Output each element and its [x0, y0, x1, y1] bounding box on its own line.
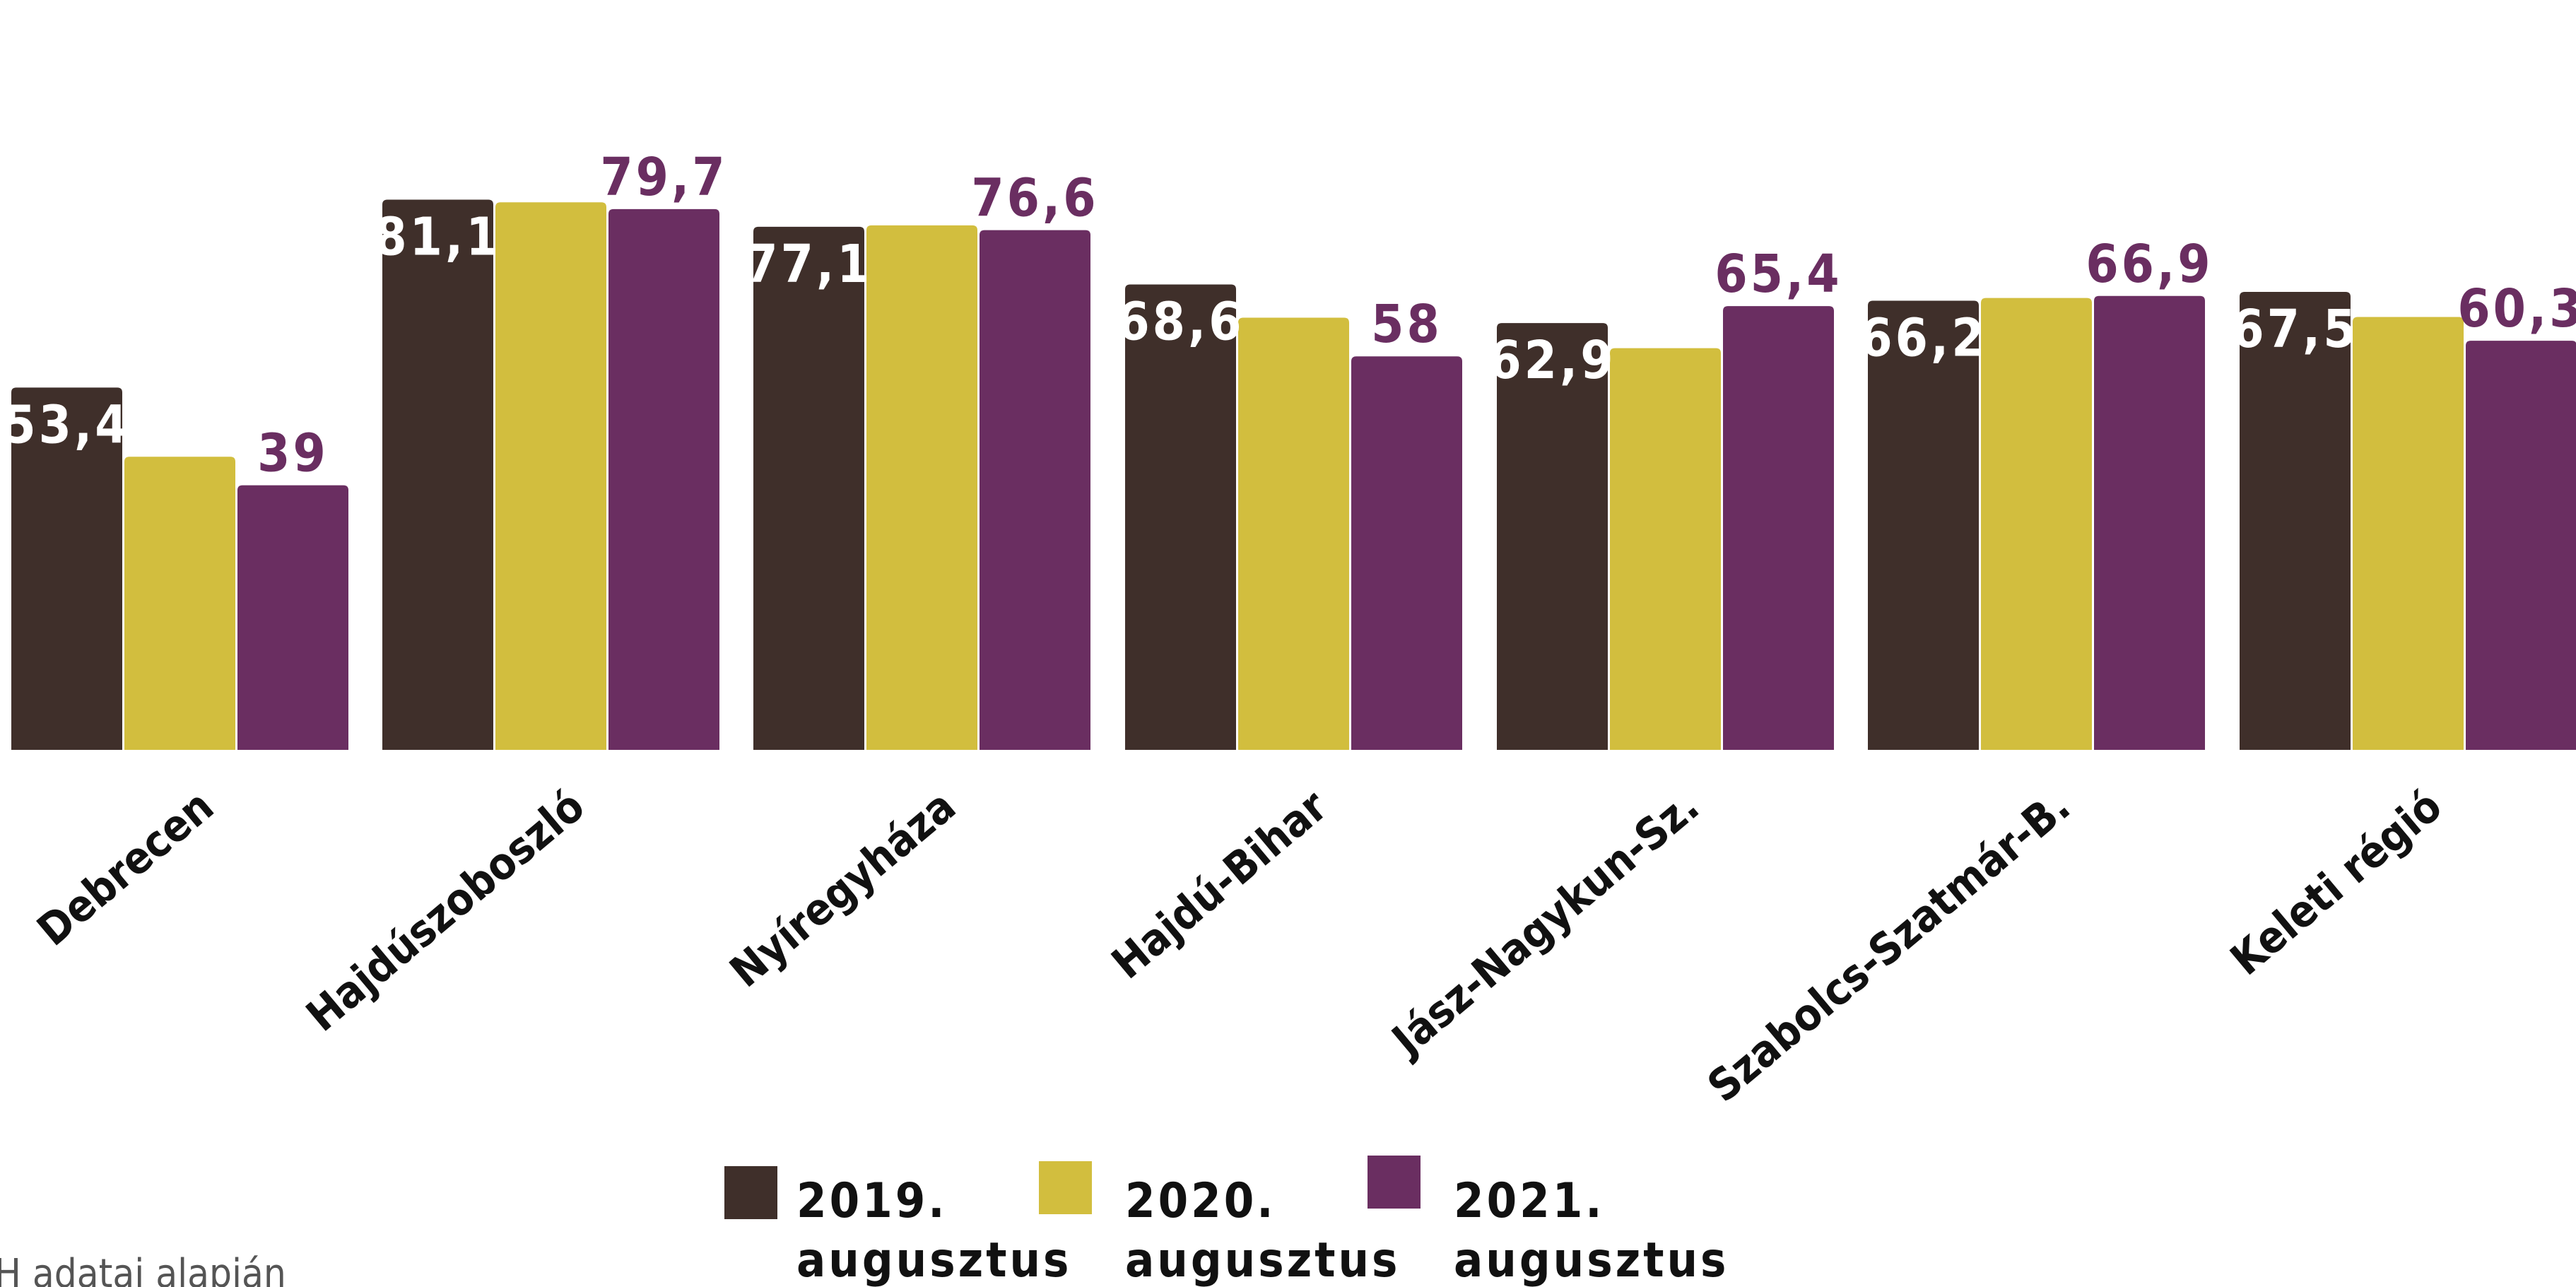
legend-swatch	[1368, 1156, 1421, 1209]
legend-swatch	[1039, 1161, 1092, 1214]
category-label: Jász-Nagykun-Sz.	[1380, 780, 1709, 1067]
bar-3-7	[2466, 341, 2576, 750]
category-label: Nyíregyháza	[720, 780, 965, 997]
source-note: H adatai alapján	[0, 1251, 286, 1287]
bar-3-4	[1351, 356, 1462, 750]
category-label: Hajdúszoboszló	[297, 780, 594, 1042]
bar-1-5	[1497, 323, 1608, 750]
bars-layer	[11, 199, 2576, 751]
value-label: 76,6	[971, 168, 1098, 229]
bar-2-4	[1238, 317, 1349, 751]
value-label: 62,9	[1488, 330, 1616, 391]
bar-1-3	[753, 226, 864, 751]
bar-3-2	[608, 208, 719, 750]
legend-label: 2019. augusztus	[796, 1173, 1071, 1287]
value-label: 77,1	[745, 234, 872, 295]
bar-3-5	[1723, 306, 1834, 750]
value-label: 66,2	[1859, 307, 1987, 368]
value-label: 60,3	[2457, 278, 2576, 339]
legend-swatch	[724, 1166, 777, 1219]
category-label: Szabolcs-Szatmár-B.	[1698, 780, 2079, 1112]
bar-3-1	[237, 485, 348, 750]
value-label: 68,6	[1117, 291, 1244, 352]
value-label: 58	[1371, 294, 1442, 355]
bar-2-5	[1610, 348, 1721, 750]
legend: 2019. augusztus 2020. augusztus 2021. auguszt…	[724, 1156, 1729, 1287]
value-label: 81,1	[374, 206, 501, 267]
bar-3-3	[980, 230, 1090, 750]
bar-2-6	[1981, 298, 2092, 750]
legend-label: 2020. augusztus	[1125, 1173, 1400, 1287]
bar-1-2	[382, 199, 493, 750]
category-label: Debrecen	[28, 780, 223, 956]
category-label: Hajdú-Bihar	[1102, 780, 1337, 989]
bar-1-1	[11, 387, 122, 750]
value-label: 67,5	[2231, 299, 2358, 360]
bar-2-7	[2353, 317, 2464, 750]
value-labels-layer: 53,4 39 81,1 79,7 77,1 76,6 68,6 58 62,9 65,4 66,2…	[3, 147, 2576, 484]
bar-2-2	[495, 202, 606, 750]
category-label: Keleti régió	[2221, 780, 2451, 985]
value-label: 79,7	[600, 147, 727, 208]
legend-label: 2021. augusztus	[1454, 1173, 1729, 1287]
bar-1-6	[1868, 300, 1979, 751]
value-label: 39	[257, 423, 329, 484]
value-label: 66,9	[2086, 234, 2213, 295]
bar-3-6	[2094, 295, 2205, 750]
bar-2-1	[124, 457, 235, 750]
category-labels-layer: Debrecen Hajdúszoboszló Nyíregyháza Hajdú-B…	[28, 780, 2452, 1112]
bar-1-4	[1125, 284, 1236, 750]
bar-2-3	[866, 225, 977, 750]
bar-1-7	[2240, 292, 2351, 750]
value-label: 65,4	[1715, 244, 1842, 305]
value-label: 53,4	[3, 394, 130, 455]
